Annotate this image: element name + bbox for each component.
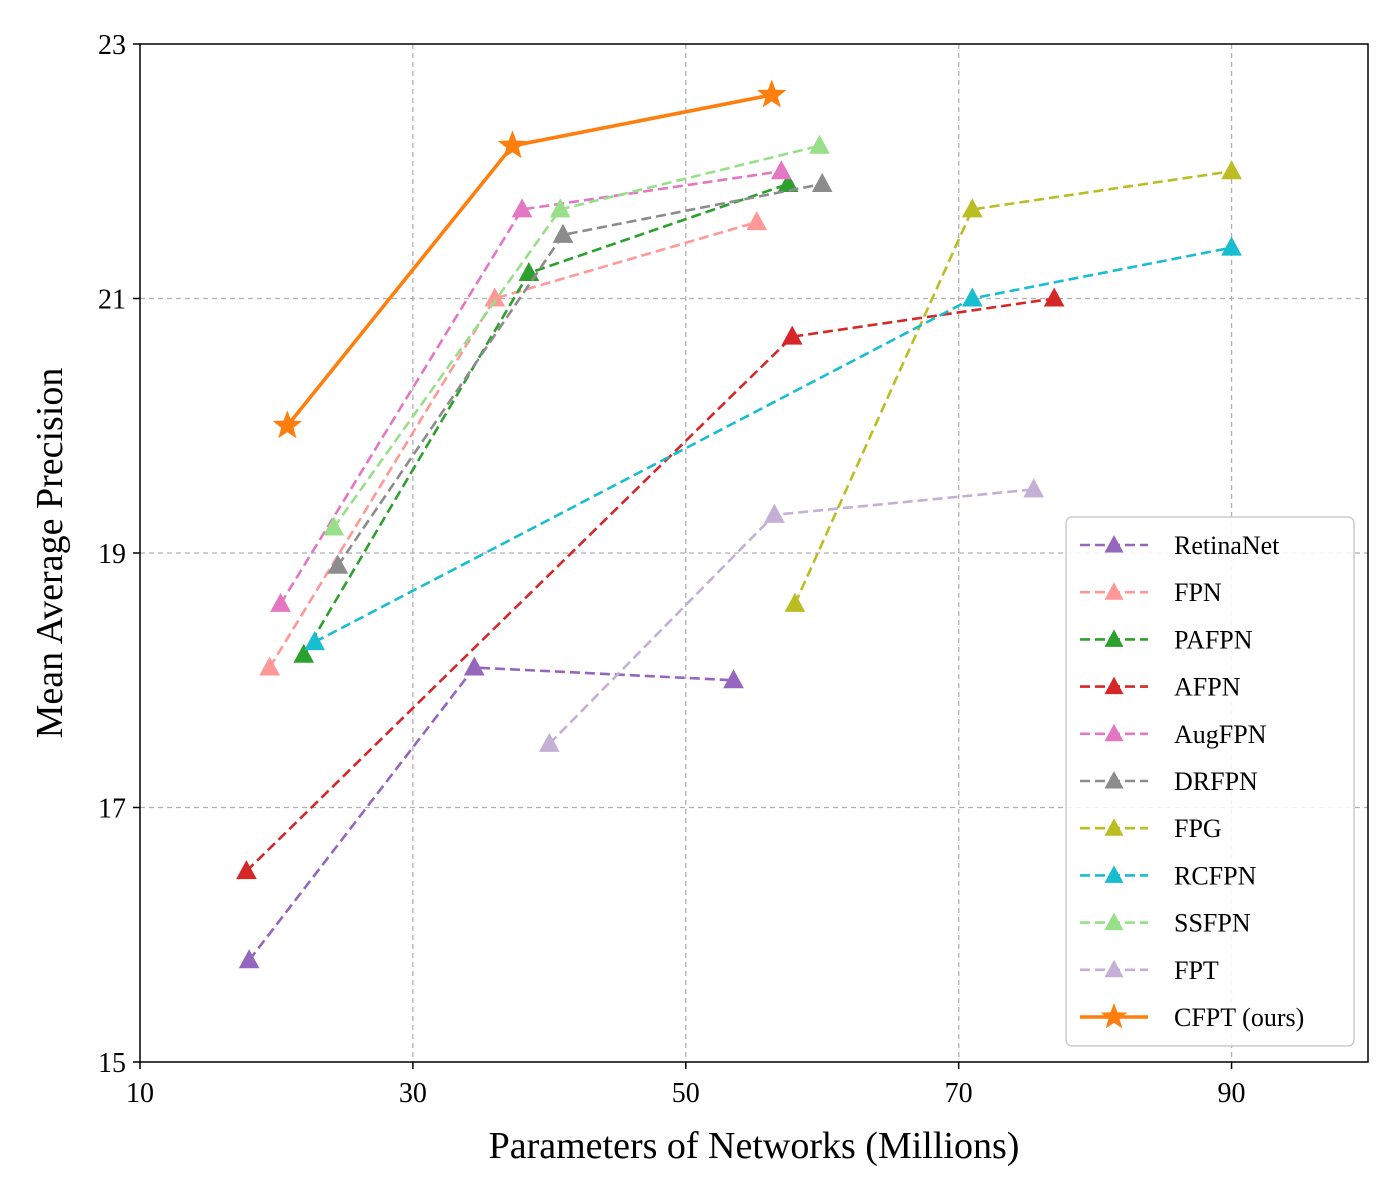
data-point-fpn (259, 656, 280, 676)
legend-item-afpn: AFPN (1080, 673, 1241, 702)
legend-swatch-marker (1104, 771, 1124, 789)
legend-item-fpg: FPG (1080, 814, 1222, 843)
legend-item-fpn: FPN (1080, 578, 1222, 607)
legend-swatch-marker (1104, 629, 1124, 647)
series-fpg (784, 160, 1242, 612)
legend-label: SSFPN (1174, 909, 1251, 938)
data-point-ssfpn (549, 198, 571, 218)
legend-swatch-marker (1104, 582, 1124, 600)
y-axis: 15 17 19 21 23 (98, 30, 140, 1079)
x-tick-label: 70 (945, 1078, 973, 1109)
data-point-fpt (764, 503, 785, 523)
data-point-retinanet (238, 949, 260, 969)
legend-swatch-marker (1104, 959, 1124, 978)
series-line-augfpn (279, 169, 782, 605)
data-point-augfpn (770, 160, 792, 180)
data-point-fpn (746, 211, 768, 231)
legend-item-ssfpn: SSFPN (1080, 909, 1251, 938)
data-point-fpt (538, 732, 560, 752)
legend-item-fpt: FPT (1080, 956, 1219, 985)
data-point-rcfpn (1221, 236, 1242, 256)
x-axis-title: Parameters of Networks (Millions) (489, 1125, 1020, 1167)
data-point-fpg (961, 198, 983, 218)
data-point-fpn (484, 287, 506, 307)
data-point-cfpt-ours (272, 410, 303, 439)
x-tick-label: 90 (1218, 1078, 1246, 1109)
legend-label: AFPN (1174, 673, 1241, 702)
legend-item-drfpn: DRFPN (1080, 767, 1258, 796)
data-point-rcfpn (304, 631, 325, 651)
data-point-pafpn (293, 643, 315, 663)
y-tick-label: 23 (98, 30, 126, 61)
legend-label: AugFPN (1174, 720, 1267, 749)
y-tick-label: 19 (98, 539, 126, 570)
series-fpt (538, 478, 1045, 752)
legend-swatch-marker (1104, 818, 1124, 836)
legend-item-pafpn: PAFPN (1080, 625, 1253, 654)
legend-item-augfpn: AugFPN (1080, 720, 1267, 749)
legend-label: CFPT (ours) (1174, 1003, 1304, 1032)
legend-label: PAFPN (1174, 625, 1253, 654)
data-point-fpt (1023, 478, 1045, 498)
series-augfpn (270, 160, 792, 612)
legend-label: DRFPN (1174, 767, 1258, 796)
legend-swatch-marker (1104, 912, 1124, 931)
legend-label: FPG (1174, 814, 1222, 843)
data-point-retinanet (723, 669, 744, 689)
series-rcfpn (304, 236, 1242, 651)
y-tick-label: 21 (98, 285, 126, 316)
data-point-afpn (236, 860, 257, 880)
data-point-drfpn (811, 172, 833, 192)
x-tick-label: 50 (672, 1078, 700, 1109)
x-tick-label: 10 (126, 1078, 154, 1109)
data-point-fpg (1221, 160, 1242, 180)
legend-box (1065, 516, 1355, 1047)
legend-item-rcfpn: RCFPN (1080, 861, 1257, 890)
series-fpn (259, 211, 768, 676)
data-point-drfpn (552, 223, 574, 243)
y-axis-title: Mean Average Precision (29, 368, 71, 739)
data-point-ssfpn (323, 516, 345, 536)
legend-item-cfpt-ours: CFPT (ours) (1080, 1003, 1304, 1032)
legend-label: RCFPN (1174, 861, 1257, 890)
legend-item-retinanet: RetinaNet (1080, 531, 1280, 560)
series-line-fpn (268, 220, 758, 669)
legend-swatch-marker (1104, 865, 1124, 883)
legend-label: RetinaNet (1174, 531, 1280, 560)
legend-swatch-marker (1100, 1003, 1128, 1029)
series-ssfpn (323, 134, 830, 536)
legend-label: FPN (1174, 578, 1222, 607)
series-drfpn (327, 172, 833, 574)
legend-swatch-marker (1104, 676, 1124, 695)
data-point-rcfpn (961, 287, 983, 307)
legend: RetinaNet FPN PAFPN AFPN AugFPN DRFPN FPG RCFPN… (1065, 516, 1355, 1047)
series-layer (236, 79, 1242, 969)
data-point-afpn (781, 325, 803, 345)
data-point-drfpn (327, 554, 349, 574)
data-point-pafpn (777, 172, 799, 192)
data-point-afpn (1043, 287, 1065, 307)
data-point-cfpt-ours (757, 79, 787, 108)
series-cfpt-ours (272, 79, 787, 439)
data-point-cfpt-ours (497, 130, 528, 159)
data-point-fpg (784, 592, 806, 612)
x-axis: 10 30 50 70 90 (126, 1062, 1246, 1109)
series-retinanet (238, 656, 744, 969)
series-afpn (236, 287, 1065, 880)
series-line-fpg (793, 169, 1232, 605)
data-point-retinanet (463, 656, 485, 676)
x-tick-label: 30 (399, 1078, 427, 1109)
legend-swatch-marker (1104, 723, 1124, 742)
data-point-ssfpn (809, 134, 830, 154)
data-point-augfpn (511, 198, 533, 218)
series-line-drfpn (336, 182, 823, 567)
legend-label: FPT (1174, 956, 1219, 985)
legend-swatch-marker (1104, 535, 1124, 553)
y-tick-label: 17 (98, 794, 126, 825)
data-point-augfpn (270, 592, 291, 612)
y-tick-label: 15 (98, 1048, 126, 1079)
